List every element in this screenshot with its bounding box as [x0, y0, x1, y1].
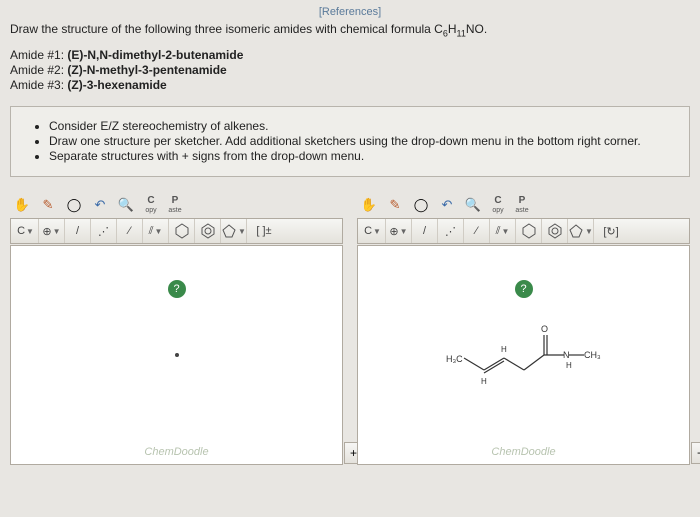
sketcher-2: ✋ ✎ ◯ ↶ 🔍 Copy Paste C▼ ⊕▼ / ⋰ ⁄ ⫽▼ ▼ [↻…: [357, 193, 690, 465]
copy-button[interactable]: Copy: [140, 196, 162, 215]
paste-button[interactable]: Paste: [164, 196, 186, 215]
zoom-icon[interactable]: 🔍: [461, 193, 485, 217]
svg-text:H: H: [481, 377, 487, 386]
lasso-icon[interactable]: ◯: [409, 193, 433, 217]
ring6-button[interactable]: [169, 219, 195, 243]
svg-text:H₃C: H₃C: [446, 354, 463, 364]
canvas-center-dot: [175, 353, 179, 357]
hand-icon[interactable]: ✋: [357, 193, 381, 217]
svg-text:CH₃: CH₃: [584, 350, 601, 360]
wedge-bond-button[interactable]: ⁄: [117, 219, 143, 243]
ring5-button[interactable]: ▼: [568, 219, 594, 243]
sketcher-toolbar-top: ✋ ✎ ◯ ↶ 🔍 Copy Paste: [10, 193, 343, 217]
prompt-before: Draw the structure of the following thre…: [10, 22, 434, 36]
amide-name: (Z)-N-methyl-3-pentenamide: [67, 63, 226, 77]
amide-row: Amide #1: (E)-N,N-dimethyl-2-butenamide: [10, 48, 690, 62]
lasso-icon[interactable]: ◯: [62, 193, 86, 217]
help-icon[interactable]: ?: [515, 280, 533, 298]
help-icon[interactable]: ?: [168, 280, 186, 298]
amide-label: Amide #1:: [10, 48, 64, 62]
add-sketcher-button[interactable]: +▾: [691, 442, 700, 464]
sketcher-toolbar-top: ✋ ✎ ◯ ↶ 🔍 Copy Paste: [357, 193, 690, 217]
sketcher-1: ✋ ✎ ◯ ↶ 🔍 Copy Paste C▼ ⊕▼ / ⋰ ⁄ ⫽▼ ▼ [ …: [10, 193, 343, 465]
element-carbon-button[interactable]: C▼: [13, 219, 39, 243]
molecule-drawing: H₃C O N H CH₃ H H: [444, 310, 604, 400]
amide-label: Amide #3:: [10, 78, 64, 92]
hand-icon[interactable]: ✋: [10, 193, 34, 217]
svg-text:N: N: [563, 350, 570, 360]
sketcher-row: ✋ ✎ ◯ ↶ 🔍 Copy Paste C▼ ⊕▼ / ⋰ ⁄ ⫽▼ ▼ [ …: [10, 193, 690, 465]
charge-button[interactable]: ⊕▼: [39, 219, 65, 243]
chemical-formula: C6H11NO: [434, 22, 484, 36]
zoom-icon[interactable]: 🔍: [114, 193, 138, 217]
svg-text:H: H: [566, 361, 572, 370]
sketcher-canvas[interactable]: ? H₃C O N H CH₃ H H: [357, 245, 690, 465]
charge-button[interactable]: ⊕▼: [386, 219, 412, 243]
bracket-button[interactable]: [ ]±: [247, 219, 281, 243]
paste-button[interactable]: Paste: [511, 196, 533, 215]
undo-icon[interactable]: ↶: [435, 193, 459, 217]
instruction-item: Consider E/Z stereochemistry of alkenes.: [49, 119, 671, 133]
sketcher-canvas[interactable]: ? ChemDoodle +▾: [10, 245, 343, 465]
single-bond-button[interactable]: /: [65, 219, 91, 243]
question-panel: [References] Draw the structure of the f…: [0, 0, 700, 517]
sketcher-toolbar-main: C▼ ⊕▼ / ⋰ ⁄ ⫽▼ ▼ [↻]: [357, 218, 690, 244]
sketcher-toolbar-main: C▼ ⊕▼ / ⋰ ⁄ ⫽▼ ▼ [ ]±: [10, 218, 343, 244]
instruction-box: Consider E/Z stereochemistry of alkenes.…: [10, 106, 690, 177]
double-bond-button[interactable]: ⫽▼: [490, 219, 516, 243]
instruction-item: Draw one structure per sketcher. Add add…: [49, 134, 671, 148]
undo-icon[interactable]: ↶: [88, 193, 112, 217]
copy-button[interactable]: Copy: [487, 196, 509, 215]
dotted-bond-button[interactable]: ⋰: [438, 219, 464, 243]
chemdoodle-watermark: ChemDoodle: [491, 446, 555, 458]
chemdoodle-watermark: ChemDoodle: [144, 446, 208, 458]
dotted-bond-button[interactable]: ⋰: [91, 219, 117, 243]
references-link[interactable]: [References]: [10, 6, 690, 18]
ring5-button[interactable]: ▼: [221, 219, 247, 243]
wedge-bond-button[interactable]: ⁄: [464, 219, 490, 243]
double-bond-button[interactable]: ⫽▼: [143, 219, 169, 243]
pencil-icon[interactable]: ✎: [383, 193, 407, 217]
prompt-text: Draw the structure of the following thre…: [10, 22, 690, 38]
svg-text:H: H: [501, 345, 507, 354]
marvin-button[interactable]: [↻]: [594, 219, 628, 243]
single-bond-button[interactable]: /: [412, 219, 438, 243]
amide-row: Amide #2: (Z)-N-methyl-3-pentenamide: [10, 63, 690, 77]
benzene-button[interactable]: [195, 219, 221, 243]
ring6-button[interactable]: [516, 219, 542, 243]
pencil-icon[interactable]: ✎: [36, 193, 60, 217]
amide-name: (E)-N,N-dimethyl-2-butenamide: [67, 48, 243, 62]
benzene-button[interactable]: [542, 219, 568, 243]
amide-list: Amide #1: (E)-N,N-dimethyl-2-butenamide …: [10, 48, 690, 92]
amide-label: Amide #2:: [10, 63, 64, 77]
element-carbon-button[interactable]: C▼: [360, 219, 386, 243]
prompt-after: .: [484, 22, 487, 36]
instruction-item: Separate structures with + signs from th…: [49, 149, 671, 163]
amide-name: (Z)-3-hexenamide: [67, 78, 166, 92]
amide-row: Amide #3: (Z)-3-hexenamide: [10, 78, 690, 92]
svg-text:O: O: [541, 324, 548, 334]
